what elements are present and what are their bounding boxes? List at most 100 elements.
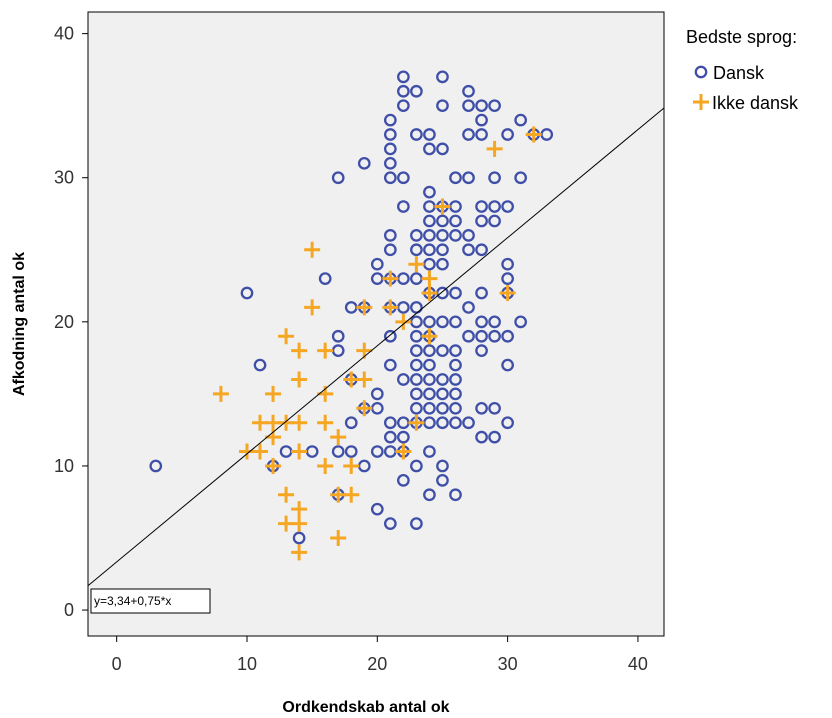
data-point-dansk (436, 142, 449, 156)
data-point-dansk (423, 358, 436, 372)
data-point-dansk (423, 229, 436, 242)
data-point-dansk (423, 401, 436, 415)
data-point-ikke-dansk (304, 299, 321, 316)
data-point-dansk (475, 99, 488, 113)
data-point-dansk (501, 329, 514, 343)
data-layer (87, 70, 665, 587)
data-point-ikke-dansk (356, 400, 373, 417)
data-point-ikke-dansk (525, 126, 542, 143)
data-point-ikke-dansk (317, 414, 334, 431)
data-point-dansk (449, 344, 462, 358)
data-point-dansk (449, 488, 462, 502)
data-point-dansk (423, 185, 436, 199)
data-point-dansk (318, 272, 332, 285)
data-point-ikke-dansk (212, 385, 229, 402)
data-point-dansk (436, 70, 449, 84)
data-point-ikke-dansk (291, 515, 308, 532)
data-point-dansk (383, 229, 397, 242)
fit-equation-label: y=3,34+0,75*x (94, 594, 171, 608)
data-point-dansk (370, 387, 384, 401)
data-point-dansk (397, 84, 410, 98)
data-point-dansk (462, 84, 475, 98)
data-point-dansk (449, 229, 462, 242)
legend-label-ikke-dansk: Ikke dansk (712, 93, 799, 113)
data-point-dansk (436, 257, 449, 271)
data-point-dansk (383, 128, 397, 141)
data-point-dansk (475, 113, 488, 127)
data-point-ikke-dansk (395, 313, 412, 330)
data-point-dansk (423, 315, 436, 329)
data-point-dansk (514, 315, 528, 329)
data-point-dansk (488, 315, 501, 329)
data-point-dansk (331, 171, 345, 185)
data-point-ikke-dansk (408, 414, 425, 431)
data-point-dansk (436, 459, 449, 473)
data-point-dansk (240, 286, 254, 300)
data-point-ikke-dansk (382, 299, 399, 316)
data-point-dansk (410, 128, 423, 141)
data-point-dansk (397, 99, 410, 113)
data-point-dansk (488, 430, 501, 444)
data-point-dansk (514, 171, 528, 185)
y-tick-label: 30 (54, 168, 74, 188)
data-point-ikke-dansk (291, 342, 308, 359)
data-point-dansk (383, 142, 397, 156)
data-point-dansk (410, 344, 423, 358)
data-point-dansk (449, 315, 462, 329)
data-point-ikke-dansk (265, 457, 282, 474)
data-point-dansk (410, 229, 423, 242)
fit-line (87, 107, 665, 587)
data-point-dansk (410, 243, 423, 257)
data-point-dansk (397, 474, 410, 487)
data-point-ikke-dansk (356, 299, 373, 316)
data-point-dansk (436, 401, 449, 415)
fit-equation-box: y=3,34+0,75*x (90, 588, 211, 614)
data-point-dansk (462, 243, 475, 257)
data-point-dansk (449, 387, 462, 401)
data-point-dansk (449, 358, 462, 372)
data-point-dansk (462, 329, 475, 343)
data-point-dansk (383, 416, 397, 430)
data-point-dansk (397, 70, 410, 84)
data-point-dansk (423, 488, 436, 502)
data-point-dansk (344, 445, 358, 458)
data-point-dansk (383, 171, 397, 185)
data-point-dansk (436, 474, 449, 487)
data-point-ikke-dansk (382, 270, 399, 287)
data-point-dansk (488, 171, 501, 185)
data-point-dansk (149, 459, 163, 473)
y-tick-label: 10 (54, 456, 74, 476)
data-point-dansk (423, 387, 436, 401)
data-point-dansk (370, 257, 384, 271)
data-point-dansk (475, 329, 488, 343)
data-point-dansk (383, 156, 397, 170)
data-point-dansk (423, 445, 436, 458)
x-axis-title: Ordkendskab antal ok (282, 699, 449, 716)
data-point-dansk (488, 200, 501, 213)
data-point-dansk (475, 214, 488, 228)
data-point-dansk (383, 243, 397, 257)
data-point-dansk (383, 329, 397, 343)
data-point-dansk (449, 286, 462, 300)
data-point-dansk (462, 171, 475, 185)
legend-plus-icon (693, 94, 709, 110)
data-point-dansk (423, 373, 436, 386)
data-point-ikke-dansk (343, 457, 360, 474)
data-point-dansk (423, 344, 436, 358)
data-point-dansk (410, 401, 423, 415)
data-point-ikke-dansk (291, 544, 308, 561)
data-point-dansk (514, 113, 528, 127)
data-point-dansk (436, 243, 449, 257)
data-point-dansk (423, 142, 436, 156)
data-point-dansk (410, 373, 423, 386)
x-tick-label: 40 (628, 654, 648, 674)
data-point-dansk (475, 128, 488, 141)
data-point-ikke-dansk (291, 501, 308, 518)
y-tick-label: 20 (54, 312, 74, 332)
series-ikke-dansk (212, 126, 542, 561)
data-point-dansk (501, 272, 514, 285)
data-point-ikke-dansk (395, 443, 412, 460)
data-point-dansk (423, 214, 436, 228)
legend-circle-icon (694, 65, 708, 79)
